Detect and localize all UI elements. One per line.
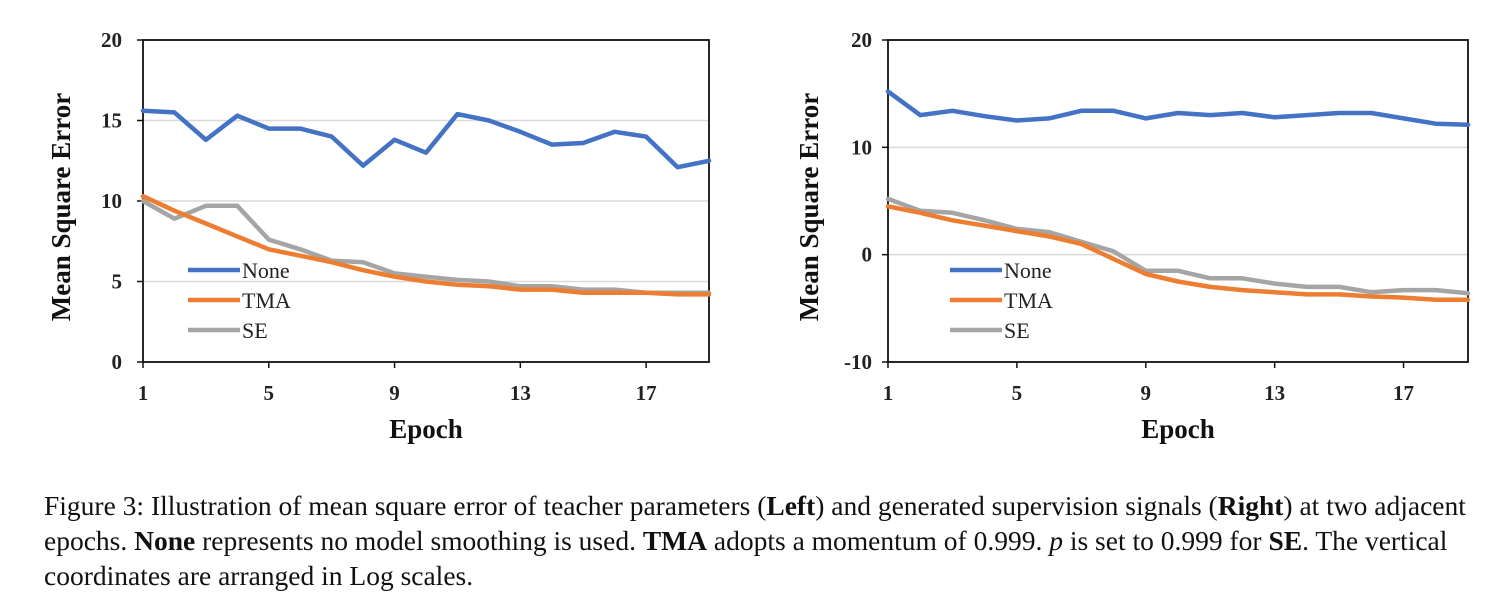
right-x-tick-label: 5 — [1012, 381, 1023, 405]
left-x-axis-title: Epoch — [389, 414, 463, 444]
left-series-se-line — [140, 198, 712, 296]
left-x-tick-label: 1 — [138, 381, 149, 405]
caption-none: None — [134, 525, 196, 556]
caption-figure-label: Figure 3: — [44, 490, 145, 521]
right-legend-label-none: None — [1004, 258, 1052, 283]
right-x-tick-label: 1 — [883, 381, 894, 405]
left-y-tick-label: 0 — [112, 350, 123, 374]
caption-text-5: adopts a momentum of 0.999. — [707, 525, 1050, 556]
right-x-tick-label: 13 — [1264, 381, 1285, 405]
left-y-axis-title: Mean Square Error — [46, 93, 76, 322]
right-series-se-line — [885, 196, 1471, 296]
right-y-axis-title: Mean Square Error — [794, 93, 824, 322]
left-y-tick-label: 15 — [101, 109, 122, 133]
right-y-tick-label: 20 — [851, 28, 872, 52]
left-legend-label-none: None — [242, 258, 290, 283]
right-y-tick-label: 10 — [851, 135, 872, 159]
left-x-tick-label: 17 — [636, 381, 657, 405]
right-series-tma-line — [885, 204, 1471, 302]
left-series-none-line — [140, 108, 712, 170]
right-x-tick-label: 17 — [1393, 381, 1414, 405]
right-series-none-line — [885, 89, 1471, 128]
left-legend-label-tma: TMA — [242, 288, 291, 313]
right-y-tick-label: 0 — [862, 243, 873, 267]
left-y-tick-label: 20 — [101, 28, 122, 52]
right-legend-label-se: SE — [1004, 318, 1030, 343]
caption-text-3: ) at two adjacent epochs. — [44, 490, 1466, 556]
right-x-axis-title: Epoch — [1141, 414, 1215, 444]
figure-caption: Figure 3: Illustration of mean square er… — [44, 488, 1484, 593]
right-legend-label-tma: TMA — [1004, 288, 1053, 313]
caption-right: Right — [1217, 490, 1284, 521]
right-y-tick-label: -10 — [844, 350, 872, 374]
left-x-tick-label: 9 — [389, 381, 400, 405]
left-x-tick-label: 5 — [264, 381, 275, 405]
right-x-tick-label: 9 — [1141, 381, 1152, 405]
right-plot-frame — [887, 39, 1469, 363]
left-x-tick-label: 13 — [510, 381, 531, 405]
caption-text-7: . The vertical coordinates are arranged … — [44, 525, 1448, 591]
left-legend-label-se: SE — [242, 318, 268, 343]
left-y-tick-label: 5 — [112, 270, 123, 294]
caption-text-2: ) and generated supervision signals ( — [815, 490, 1218, 521]
caption-text-1: Illustration of mean square error of tea… — [144, 490, 767, 521]
left-y-tick-label: 10 — [101, 189, 122, 213]
caption-p: p — [1049, 525, 1063, 556]
caption-text-4: represents no model smoothing is used. — [195, 525, 643, 556]
caption-left: Left — [766, 490, 816, 521]
caption-tma: TMA — [642, 525, 708, 556]
left-series-tma-line — [140, 193, 712, 297]
caption-se: SE — [1268, 525, 1303, 556]
caption-text-6: is set to 0.999 for — [1062, 525, 1269, 556]
